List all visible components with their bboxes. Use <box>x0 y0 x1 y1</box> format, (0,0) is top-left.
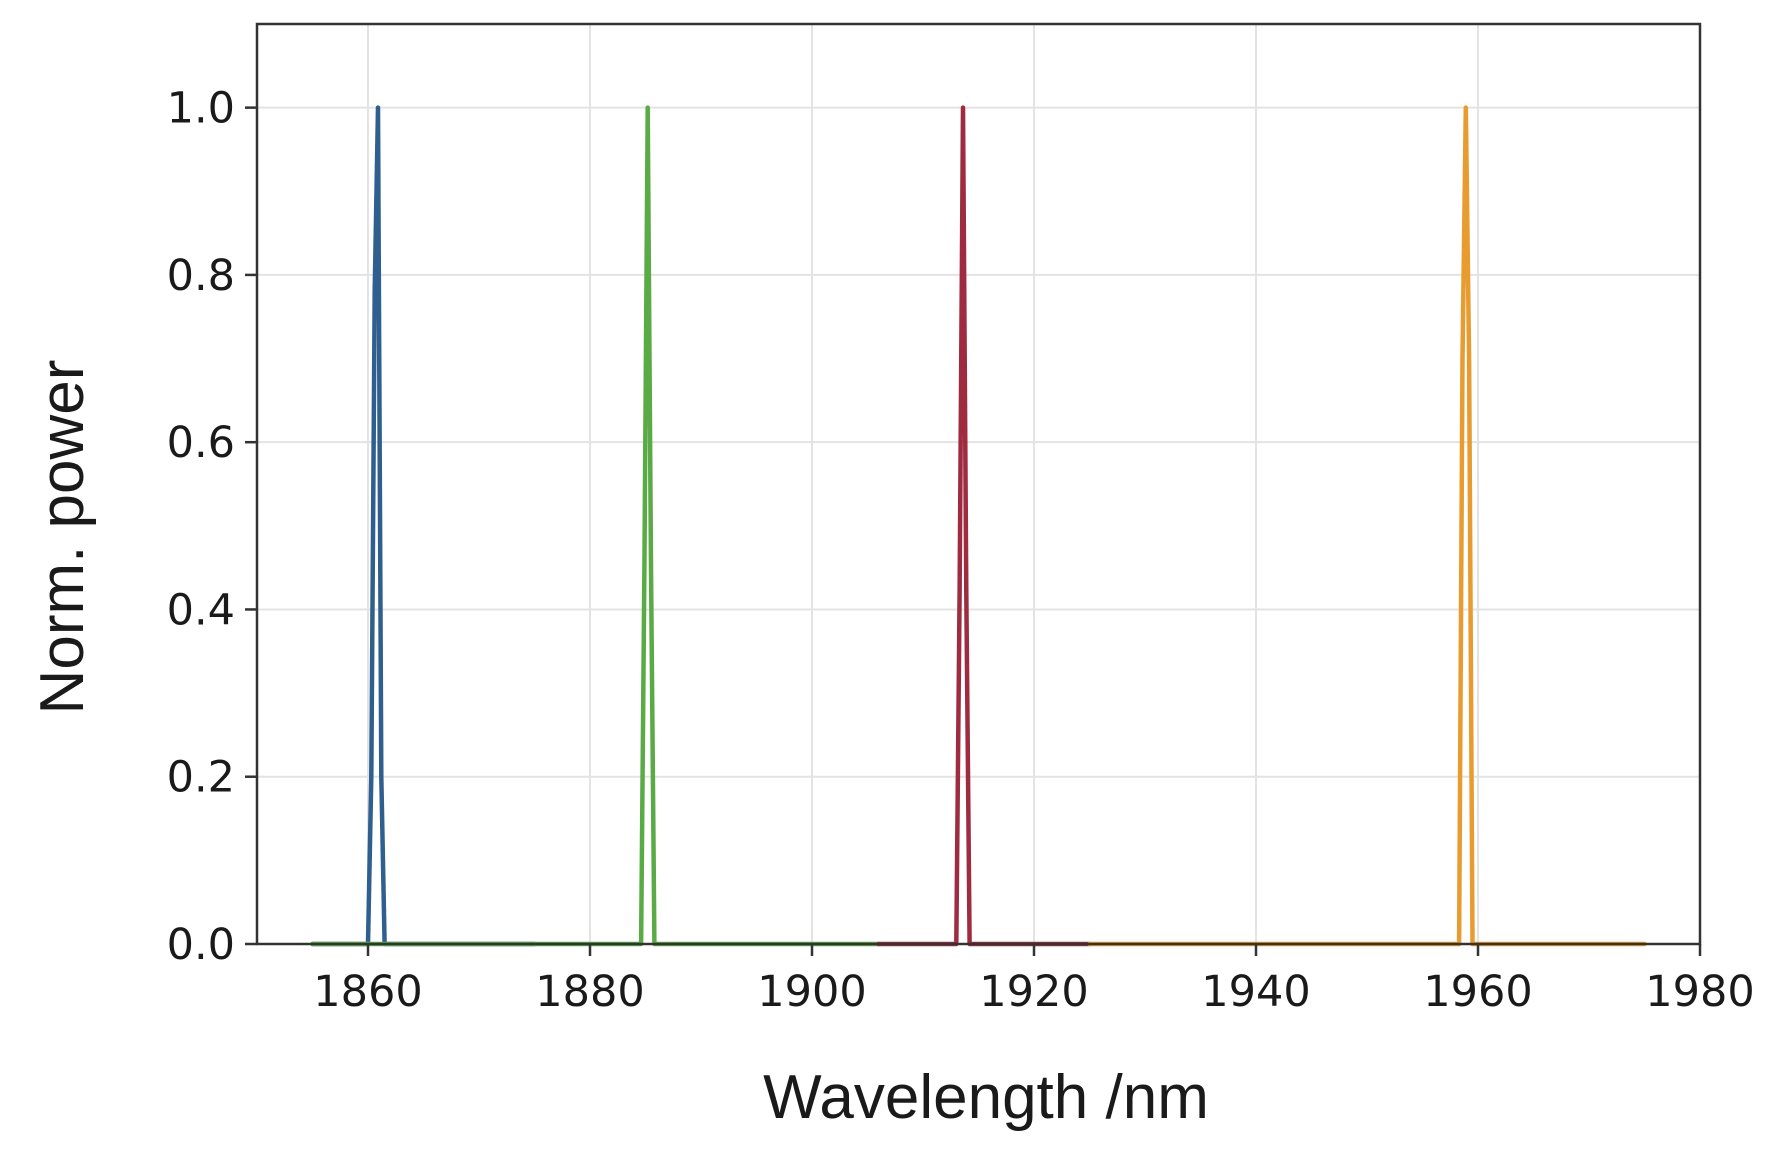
x-tick-label: 1880 <box>535 967 644 1017</box>
y-axis-label: Norm. power <box>28 360 97 715</box>
x-axis-label: Wavelength /nm <box>763 1063 1209 1132</box>
x-tick-label: 1860 <box>313 967 422 1017</box>
x-tick-label: 1940 <box>1201 967 1310 1017</box>
series-lines <box>310 105 1647 947</box>
x-tick-label: 1960 <box>1423 967 1532 1017</box>
x-tick-label: 1900 <box>757 967 866 1017</box>
series-line-1 <box>310 105 537 947</box>
plot-frame <box>255 22 1702 946</box>
y-tick-label: 0.2 <box>167 753 235 803</box>
y-tick-label: 0.6 <box>167 418 235 468</box>
y-tick-label: 0.4 <box>167 585 235 635</box>
grid-lines <box>257 24 1701 945</box>
y-axis-ticks: 0.0 0.2 0.4 0.6 0.8 1.0 <box>167 84 257 970</box>
series-line-2 <box>310 105 881 947</box>
y-tick-label: 0.0 <box>167 920 235 970</box>
y-tick-label: 1.0 <box>167 84 235 134</box>
x-tick-label: 1980 <box>1645 967 1754 1017</box>
series-line-4 <box>1087 105 1647 947</box>
x-axis-ticks: 1860 1880 1900 1920 1940 1960 1980 <box>313 944 1755 1017</box>
x-tick-label: 1920 <box>979 967 1088 1017</box>
series-line-3 <box>876 105 1092 947</box>
y-tick-label: 0.8 <box>167 251 235 301</box>
